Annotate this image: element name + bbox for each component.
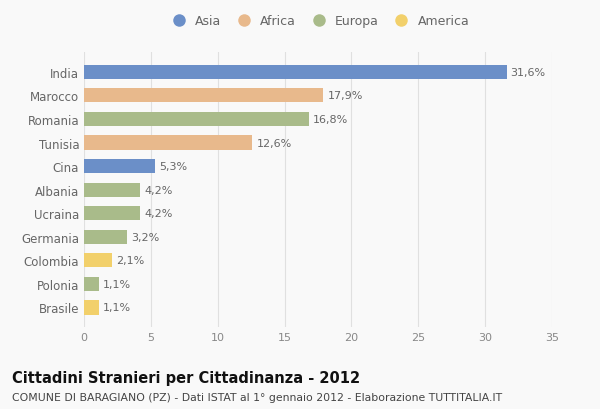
- Bar: [84, 89, 323, 103]
- Bar: [84, 277, 99, 291]
- Bar: [84, 183, 140, 197]
- Bar: [84, 136, 253, 150]
- Bar: [84, 65, 506, 80]
- Legend: Asia, Africa, Europa, America: Asia, Africa, Europa, America: [164, 13, 472, 31]
- Text: 2,1%: 2,1%: [116, 256, 145, 266]
- Bar: [84, 112, 308, 127]
- Text: 3,2%: 3,2%: [131, 232, 159, 242]
- Bar: [84, 254, 112, 268]
- Text: 5,3%: 5,3%: [159, 162, 187, 172]
- Text: 17,9%: 17,9%: [328, 91, 363, 101]
- Text: 4,2%: 4,2%: [144, 209, 173, 219]
- Text: Cittadini Stranieri per Cittadinanza - 2012: Cittadini Stranieri per Cittadinanza - 2…: [12, 370, 360, 385]
- Text: COMUNE DI BARAGIANO (PZ) - Dati ISTAT al 1° gennaio 2012 - Elaborazione TUTTITAL: COMUNE DI BARAGIANO (PZ) - Dati ISTAT al…: [12, 392, 502, 402]
- Text: 16,8%: 16,8%: [313, 115, 348, 125]
- Bar: [84, 160, 155, 174]
- Text: 1,1%: 1,1%: [103, 279, 131, 289]
- Text: 1,1%: 1,1%: [103, 303, 131, 313]
- Bar: [84, 230, 127, 244]
- Bar: [84, 301, 99, 315]
- Text: 12,6%: 12,6%: [256, 138, 292, 148]
- Text: 31,6%: 31,6%: [511, 67, 545, 78]
- Text: 4,2%: 4,2%: [144, 185, 173, 195]
- Bar: [84, 207, 140, 221]
